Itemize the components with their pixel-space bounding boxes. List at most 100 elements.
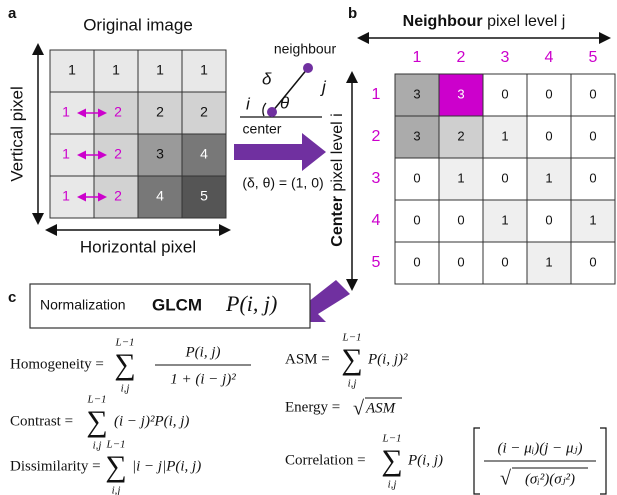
theta-label: θ <box>280 93 290 112</box>
matrix-cell <box>570 241 616 285</box>
sum-lower: i,j <box>112 485 121 495</box>
glcm-matrix: 1 2 3 4 5 1 2 3 4 5 3 3 0 0 0 3 2 1 0 0 0 1 0 1 0 0 0 1 0 1 0 0 0 1 0 <box>372 49 616 285</box>
matrix-value: 0 <box>545 86 552 101</box>
numerator: (i − μᵢ)(j − μⱼ) <box>498 440 583 456</box>
matrix-value: 0 <box>589 128 596 143</box>
formula-name: Homogeneity = <box>10 356 104 372</box>
formula-name: Dissimilarity = <box>10 458 101 474</box>
matrix-cell <box>570 199 616 243</box>
pixel-value: 1 <box>62 146 70 162</box>
p-label: P(i, j) <box>225 291 277 316</box>
delta-label: δ <box>262 69 272 88</box>
panel-title: Neighbour pixel level j <box>403 13 566 30</box>
row-header: 5 <box>372 254 381 271</box>
matrix-cell <box>482 241 528 285</box>
sum-symbol: ∑ <box>105 450 126 483</box>
panel-label: b <box>348 5 357 22</box>
side-rest: pixel level i <box>329 113 346 191</box>
title-rest: pixel level j <box>487 13 565 30</box>
sum-symbol: ∑ <box>341 343 362 376</box>
neighbour-label: neighbour <box>274 41 337 57</box>
axis-label: Vertical pixel <box>7 86 26 181</box>
sum-lower: i,j <box>388 479 397 491</box>
matrix-value: 3 <box>413 86 420 101</box>
matrix-value: 0 <box>545 212 552 227</box>
matrix-cell <box>438 241 484 285</box>
matrix-cell <box>438 115 484 159</box>
pixel-value: 2 <box>156 104 164 120</box>
matrix-cell <box>570 73 616 117</box>
pixel-cell <box>93 49 139 93</box>
matrix-cell <box>438 73 484 117</box>
glcm-box <box>29 283 311 329</box>
formula-body: |i − j|P(i, j) <box>132 458 201 474</box>
formula-name: Correlation = <box>285 452 366 468</box>
title-bold: Neighbour <box>403 13 483 30</box>
matrix-cell <box>526 73 572 117</box>
column-header: 1 <box>413 49 422 66</box>
formula-body: P(i, j)² <box>367 351 408 367</box>
matrix-cell <box>482 157 528 201</box>
pixel-value: 4 <box>156 188 164 204</box>
sqrt-symbol: √ <box>353 398 364 420</box>
row-header: 3 <box>372 170 381 187</box>
bracket <box>473 427 480 495</box>
pixel-value: 1 <box>62 104 70 120</box>
sum-lower: i,j <box>348 378 357 390</box>
sum-lower: i,j <box>93 440 102 452</box>
formula-name: Energy = <box>285 399 340 415</box>
sum-symbol: ∑ <box>114 348 135 381</box>
column-header: 2 <box>457 49 466 66</box>
column-header: 3 <box>501 49 510 66</box>
center-dot <box>267 107 277 117</box>
axis-label: Horizontal pixel <box>80 237 196 256</box>
j-label: j <box>320 77 327 96</box>
matrix-value: 0 <box>501 170 508 185</box>
angle-arc <box>262 102 267 117</box>
neighbour-dot <box>303 63 313 73</box>
panel-label: c <box>8 289 16 306</box>
formula-body: ASM <box>365 400 397 416</box>
matrix-value: 0 <box>457 212 464 227</box>
numerator: P(i, j) <box>185 344 221 360</box>
matrix-value: 0 <box>457 254 464 269</box>
matrix-value: 0 <box>501 254 508 269</box>
pixel-cell <box>181 133 227 177</box>
panel-label: a <box>8 5 17 22</box>
pixel-value: 1 <box>200 62 208 78</box>
matrix-cell <box>394 73 440 117</box>
matrix-value: 1 <box>589 212 596 227</box>
side-bold: Center <box>329 196 346 247</box>
pixel-value: 2 <box>114 188 122 204</box>
pixel-value: 1 <box>68 62 76 78</box>
pixel-value: 4 <box>200 146 208 162</box>
normalization-label: Normalization <box>40 297 126 313</box>
denominator: 1 + (i − j)² <box>170 371 236 387</box>
row-header: 2 <box>372 128 381 145</box>
matrix-value: 1 <box>545 254 552 269</box>
matrix-cell <box>394 241 440 285</box>
column-header: 4 <box>545 49 554 66</box>
matrix-value: 0 <box>589 86 596 101</box>
pixel-value: 2 <box>114 104 122 120</box>
formula-name: Contrast = <box>10 413 73 429</box>
matrix-value: 0 <box>413 254 420 269</box>
pixel-value: 3 <box>156 146 164 162</box>
column-header: 5 <box>589 49 598 66</box>
matrix-value: 0 <box>589 254 596 269</box>
pixel-grid: 1 1 1 1 1 2 2 2 1 2 3 4 1 2 4 5 <box>49 49 227 219</box>
matrix-cell <box>394 157 440 201</box>
sum-upper: L−1 <box>86 394 106 406</box>
matrix-value: 0 <box>545 128 552 143</box>
sum-upper: L−1 <box>114 337 134 349</box>
matrix-value: 2 <box>457 128 464 143</box>
center-label: center <box>243 121 282 137</box>
matrix-value: 0 <box>589 170 596 185</box>
row-header: 4 <box>372 212 381 229</box>
row-header: 1 <box>372 86 381 103</box>
matrix-value: 1 <box>545 170 552 185</box>
bracket <box>600 427 607 495</box>
matrix-cell <box>526 199 572 243</box>
matrix-cell <box>438 199 484 243</box>
